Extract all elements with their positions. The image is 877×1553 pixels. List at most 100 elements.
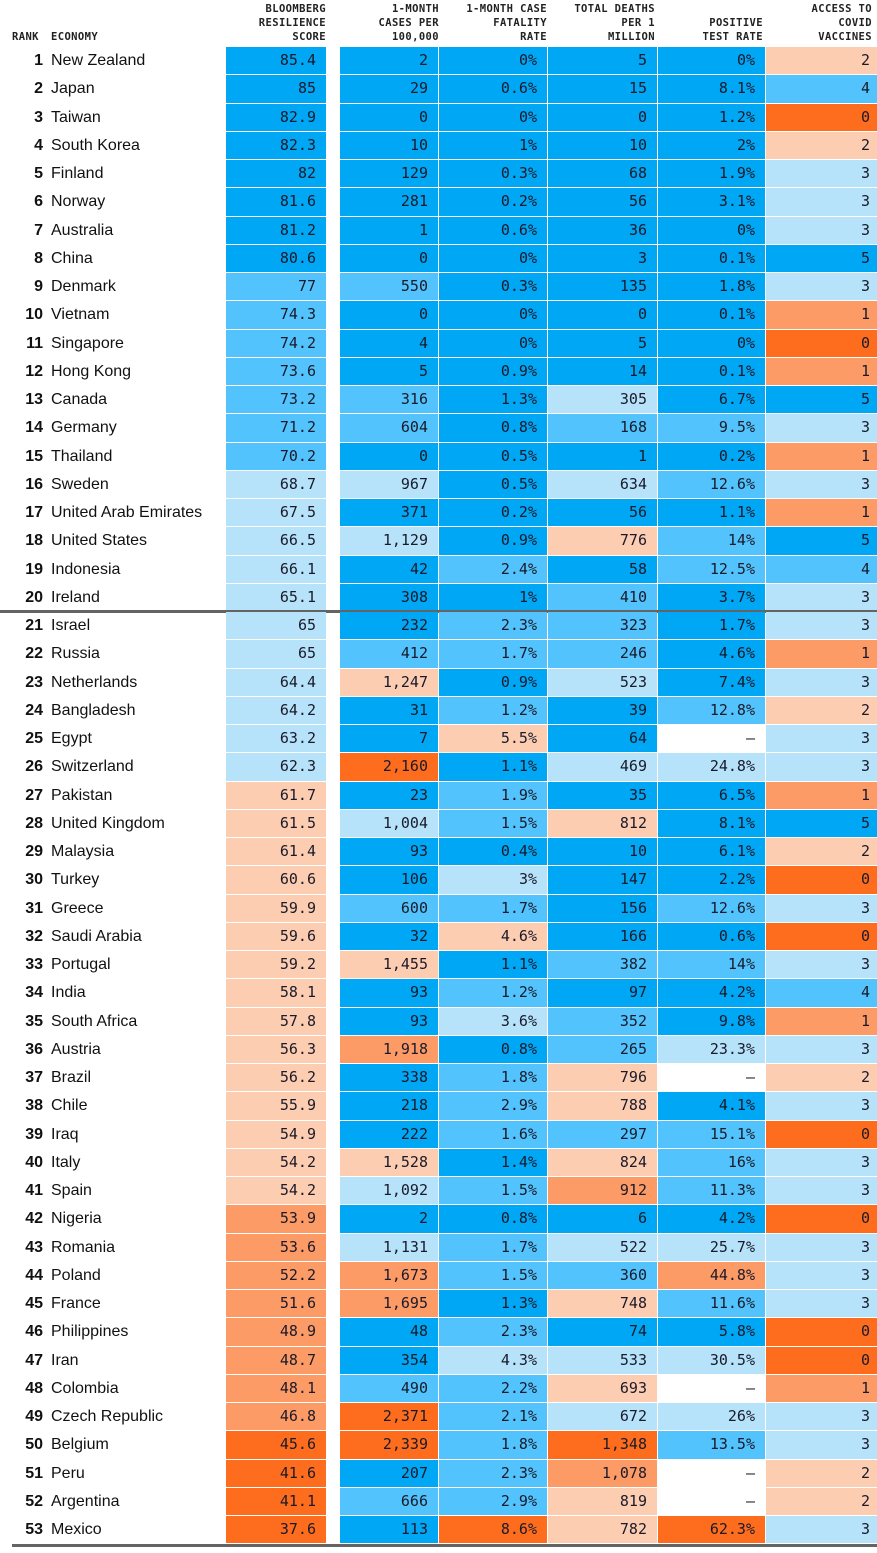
- economy-name: United Kingdom: [51, 814, 165, 832]
- economy-name: Portugal: [51, 956, 111, 973]
- fatality-rate-cell: 0.9%: [439, 527, 547, 555]
- vaccine-access-cell: 4: [766, 75, 877, 103]
- cases-cell: 308: [340, 583, 438, 611]
- economy-name: Nigeria: [51, 1210, 102, 1228]
- vaccine-access-cell: 3: [766, 1431, 877, 1459]
- economy-name: Canada: [51, 391, 108, 408]
- economy-name: Saudi Arabia: [51, 927, 142, 945]
- fatality-rate-cell: 1.8%: [439, 1431, 547, 1459]
- rank-number: 4: [34, 136, 43, 154]
- positive-rate-cell: 2.2%: [658, 866, 765, 894]
- vaccine-access-cell: 3: [766, 1233, 877, 1261]
- fatality-rate-cell: 0%: [439, 103, 547, 131]
- fatality-rate-cell: 1.2%: [439, 979, 547, 1007]
- table-row: 41 Spain 54.2 1,092 1.5% 912 11.3% 3: [0, 1177, 877, 1205]
- rank-number: 17: [25, 504, 43, 521]
- rank-number: 13: [25, 391, 43, 408]
- positive-rate-cell: 12.5%: [658, 555, 765, 583]
- rank-number: 9: [34, 278, 43, 295]
- resilience-score-cell: 61.7: [226, 781, 326, 809]
- fatality-rate-cell: 0.5%: [439, 470, 547, 498]
- cases-cell: 42: [340, 555, 438, 583]
- rank-number: 18: [25, 532, 43, 550]
- table-row: 6 Norway 81.6 281 0.2% 56 3.1% 3: [0, 188, 877, 216]
- vaccine-access-cell: 3: [766, 1403, 877, 1431]
- cases-cell: 106: [340, 866, 438, 894]
- total-deaths-cell: 382: [548, 951, 657, 979]
- total-deaths-cell: 912: [548, 1177, 657, 1205]
- total-deaths-cell: 297: [548, 1120, 657, 1148]
- cases-cell: 222: [340, 1120, 438, 1148]
- vaccine-access-cell: 0: [766, 922, 877, 950]
- resilience-score-cell: 41.6: [226, 1459, 326, 1487]
- total-deaths-cell: 35: [548, 781, 657, 809]
- positive-rate-cell: 15.1%: [658, 1120, 765, 1148]
- total-deaths-cell: 64: [548, 725, 657, 753]
- economy-name: Argentina: [51, 1492, 120, 1510]
- fatality-rate-cell: 0.3%: [439, 273, 547, 301]
- rank-number: 34: [25, 984, 43, 1002]
- fatality-rate-cell: 0%: [439, 329, 547, 357]
- table-row: 48 Colombia 48.1 490 2.2% 693–1: [0, 1374, 877, 1403]
- resilience-score-cell: 77: [226, 273, 326, 301]
- fatality-rate-cell: 2.1%: [439, 1403, 547, 1431]
- cases-cell: 1,092: [340, 1177, 438, 1205]
- rank-number: 39: [25, 1125, 43, 1143]
- economy-name: Sweden: [51, 475, 109, 493]
- total-deaths-cell: 97: [548, 979, 657, 1007]
- positive-rate-cell: –: [658, 1374, 765, 1402]
- resilience-score-cell: 57.8: [226, 1007, 326, 1035]
- rank-number: 47: [25, 1351, 43, 1369]
- rank-number: 10: [25, 306, 43, 324]
- header-positive-test-rate: POSITIVE TEST RATE: [702, 17, 763, 43]
- economy-name: Peru: [51, 1464, 85, 1482]
- fatality-rate-cell: 2.2%: [439, 1374, 547, 1402]
- rank-number: 5: [34, 165, 43, 182]
- rank-number: 19: [25, 560, 43, 578]
- table-row: 30 Turkey 60.6 106 3% 147 2.2% 0: [0, 866, 877, 894]
- table-row: 11 Singapore 74.2 4 0% 5 0% 0: [0, 329, 877, 358]
- cases-cell: 2,160: [340, 753, 438, 781]
- resilience-score-cell: 45.6: [226, 1431, 326, 1459]
- resilience-score-cell: 81.6: [226, 188, 326, 216]
- cases-cell: 967: [340, 470, 438, 498]
- cases-cell: 1,129: [340, 527, 438, 555]
- total-deaths-cell: 469: [548, 753, 657, 781]
- vaccine-access-cell: 3: [766, 612, 877, 640]
- cases-cell: 93: [340, 1007, 438, 1035]
- cases-cell: 1,004: [340, 809, 438, 837]
- table-row: 31 Greece 59.9 600 1.7% 156 12.6% 3: [0, 894, 877, 923]
- economy-name: Austria: [51, 1040, 101, 1058]
- cases-cell: 93: [340, 838, 438, 866]
- fatality-rate-cell: 5.5%: [439, 725, 547, 753]
- vaccine-access-cell: 0: [766, 1205, 877, 1233]
- cases-cell: 0: [340, 244, 438, 272]
- table-row: 36 Austria 56.3 1,918 0.8% 265 23.3% 3: [0, 1035, 877, 1064]
- vaccine-access-cell: 2: [766, 1459, 877, 1487]
- cases-cell: 113: [340, 1516, 438, 1544]
- rank-number: 12: [25, 362, 43, 380]
- positive-rate-cell: 8.1%: [658, 75, 765, 103]
- table-row: 40 Italy 54.2 1,528 1.4% 824 16% 3: [0, 1148, 877, 1177]
- economy-name: China: [51, 249, 93, 267]
- table-row: 1 New Zealand 85.4 2 0% 5 0% 2: [0, 47, 877, 75]
- table-row: 23 Netherlands 64.4 1,247 0.9% 523 7.4% 3: [0, 668, 877, 697]
- total-deaths-cell: 1,078: [548, 1459, 657, 1487]
- total-deaths-cell: 265: [548, 1035, 657, 1063]
- cases-cell: 4: [340, 329, 438, 357]
- total-deaths-cell: 352: [548, 1007, 657, 1035]
- table-row: 45 France 51.6 1,695 1.3% 748 11.6% 3: [0, 1290, 877, 1318]
- fatality-rate-cell: 3.6%: [439, 1007, 547, 1035]
- resilience-score-cell: 63.2: [226, 725, 326, 753]
- economy-name: Pakistan: [51, 786, 113, 804]
- total-deaths-cell: 36: [548, 216, 657, 244]
- cases-cell: 1,528: [340, 1148, 438, 1176]
- vaccine-access-cell: 2: [766, 1487, 877, 1515]
- economy-name: Belgium: [51, 1436, 109, 1454]
- table-row: 51 Peru 41.6 207 2.3% 1,078–2: [0, 1459, 877, 1488]
- total-deaths-cell: 410: [548, 583, 657, 611]
- cases-cell: 218: [340, 1092, 438, 1120]
- rank-number: 43: [25, 1238, 43, 1256]
- cases-cell: 7: [340, 725, 438, 753]
- table-row: 2 Japan 85 29 0.6% 15 8.1% 4: [0, 75, 877, 103]
